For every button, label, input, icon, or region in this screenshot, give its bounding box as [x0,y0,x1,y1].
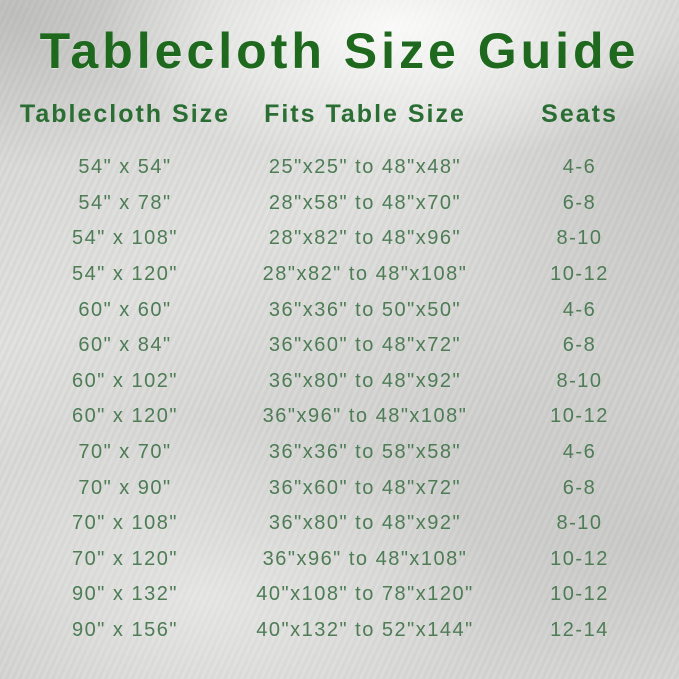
table-row: 54" x 78" 28"x58" to 48"x70" 6-8 [0,186,679,222]
cell-seats: 6-8 [562,334,597,357]
cell-fits-table-size: 36"x60" to 48"x72" [268,476,462,499]
table-row: 54" x 54" 25"x25" to 48"x48" 4-6 [0,150,679,186]
cell-tablecloth-size: 70" x 120" [72,547,178,570]
table-row: 90" x 156" 40"x132" to 52"x144" 12-14 [0,613,679,649]
cell-tablecloth-size: 70" x 70" [78,441,172,464]
cell-fits-table-size: 36"x80" to 48"x92" [268,369,462,392]
cell-fits-table-size: 36"x96" to 48"x108" [262,547,468,570]
cell-fits-table-size: 25"x25" to 48"x48" [268,156,462,179]
table-row: 60" x 102" 36"x80" to 48"x92" 8-10 [0,364,679,400]
cell-fits-table-size: 36"x96" to 48"x108" [262,405,468,428]
cell-seats: 10-12 [550,547,609,570]
cell-seats: 10-12 [550,583,609,606]
cell-seats: 6-8 [562,476,597,499]
table-row: 54" x 120" 28"x82" to 48"x108" 10-12 [0,257,679,293]
cell-fits-table-size: 36"x36" to 58"x58" [268,441,462,464]
cell-tablecloth-size: 90" x 156" [72,619,178,642]
cell-fits-table-size: 28"x82" to 48"x96" [268,227,462,250]
cell-tablecloth-size: 90" x 132" [72,583,178,606]
table-row: 60" x 60" 36"x36" to 50"x50" 4-6 [0,292,679,328]
cell-fits-table-size: 36"x60" to 48"x72" [268,334,462,357]
size-table-body: 54" x 54" 25"x25" to 48"x48" 4-6 54" x 78" 2… [0,150,679,648]
column-header-seats: Seats [541,100,618,128]
cell-tablecloth-size: 60" x 84" [78,334,172,357]
cell-seats: 8-10 [556,369,603,392]
cell-tablecloth-size: 60" x 60" [78,298,172,321]
page-title: Tablecloth Size Guide [39,23,640,79]
cell-tablecloth-size: 60" x 102" [72,369,178,392]
cell-tablecloth-size: 54" x 120" [72,263,178,286]
cell-seats: 4-6 [562,298,597,321]
cell-fits-table-size: 36"x36" to 50"x50" [268,298,462,321]
cell-seats: 8-10 [556,227,603,250]
cell-tablecloth-size: 54" x 54" [78,156,172,179]
table-row: 70" x 108" 36"x80" to 48"x92" 8-10 [0,506,679,542]
cell-seats: 12-14 [550,619,609,642]
cell-seats: 10-12 [550,263,609,286]
table-row: 54" x 108" 28"x82" to 48"x96" 8-10 [0,221,679,257]
table-row: 70" x 70" 36"x36" to 58"x58" 4-6 [0,435,679,471]
cell-tablecloth-size: 70" x 108" [72,512,178,535]
cell-seats: 8-10 [556,512,603,535]
cell-fits-table-size: 28"x58" to 48"x70" [268,191,462,214]
table-row: 70" x 120" 36"x96" to 48"x108" 10-12 [0,542,679,578]
cell-fits-table-size: 40"x132" to 52"x144" [256,619,474,642]
column-header-tablecloth-size: Tablecloth Size [19,100,231,128]
cell-seats: 4-6 [562,156,597,179]
table-header-row: Tablecloth Size Fits Table Size Seats [0,100,679,129]
column-header-fits-table-size: Fits Table Size [264,100,466,128]
cell-seats: 10-12 [550,405,609,428]
table-row: 60" x 120" 36"x96" to 48"x108" 10-12 [0,399,679,435]
cell-tablecloth-size: 60" x 120" [72,405,178,428]
cell-tablecloth-size: 54" x 108" [72,227,178,250]
table-row: 70" x 90" 36"x60" to 48"x72" 6-8 [0,470,679,506]
cell-seats: 4-6 [562,441,597,464]
cell-fits-table-size: 28"x82" to 48"x108" [262,263,468,286]
cell-tablecloth-size: 54" x 78" [78,191,172,214]
cell-tablecloth-size: 70" x 90" [78,476,172,499]
table-row: 60" x 84" 36"x60" to 48"x72" 6-8 [0,328,679,364]
cell-fits-table-size: 36"x80" to 48"x92" [268,512,462,535]
cell-seats: 6-8 [562,191,597,214]
table-row: 90" x 132" 40"x108" to 78"x120" 10-12 [0,577,679,613]
cell-fits-table-size: 40"x108" to 78"x120" [256,583,474,606]
